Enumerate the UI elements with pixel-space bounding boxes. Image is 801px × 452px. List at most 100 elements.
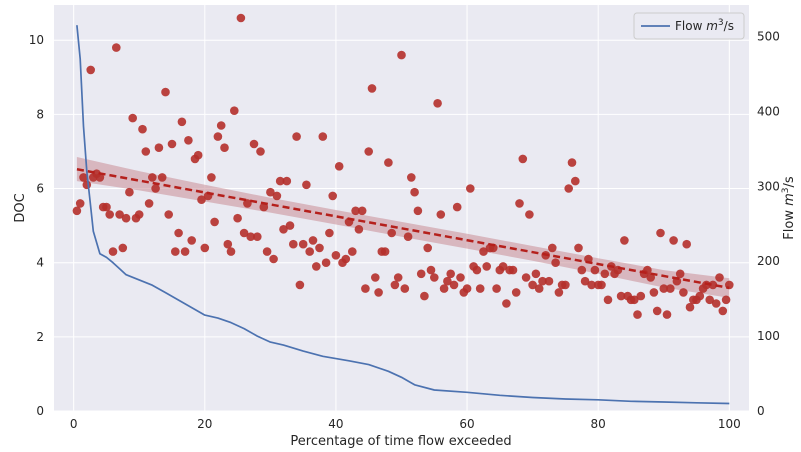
scatter-point [193,150,203,160]
scatter-point [380,247,390,256]
y-left-tick-label: 6 [36,182,44,196]
scatter-point [384,158,393,167]
scatter-point [479,247,488,256]
y-axis-label-right-exp: 3 [781,187,791,193]
scatter-point [164,210,173,219]
scatter-point [272,191,282,201]
y-axis-label-right: Flow m3/s [781,176,797,240]
scatter-point [715,273,724,282]
scatter-point [125,187,134,197]
scatter-point [157,173,167,182]
flow-layer [76,25,730,405]
scatter-point [174,228,183,238]
scatter-point [108,247,118,256]
scatter-point [548,243,557,253]
scatter-point [180,247,190,256]
scatter-point [236,13,246,23]
scatter-point [590,265,600,275]
scatter-point [433,99,442,108]
scatter-point [302,180,311,190]
scatter-point [102,202,111,212]
scatter-point [449,280,459,290]
scatter-point [295,280,305,290]
x-tick-label: 80 [591,417,606,431]
scatter-point [275,176,285,186]
scatter-point [141,147,151,156]
scatter-point [269,254,278,264]
scatter-point [75,199,85,208]
scatter-point [115,210,124,219]
scatter-point [554,288,564,297]
scatter-point [452,202,462,212]
scatter-point [659,284,669,293]
legend-label-prefix: Flow [675,19,706,33]
scatter-point [472,265,482,275]
scatter-point [423,243,433,253]
scatter-point [511,288,521,297]
scatter-point [292,132,301,141]
scatter-point [721,295,731,305]
scatter-point [262,247,272,256]
scatter-point [161,87,170,97]
scatter-point [577,265,587,275]
scatter-point [711,299,721,308]
scatter-point [325,228,334,238]
x-tick-label: 40 [328,417,343,431]
legend-label-suffix: /s [724,19,734,33]
scatter-point [403,232,413,241]
scatter-point [551,258,560,268]
scatter-point [633,310,642,319]
scatter-point [498,262,508,271]
scatter-point [207,173,216,182]
scatter-point [430,273,439,282]
scatter-point [446,269,456,279]
scatter-point [400,284,410,293]
y-axis-label-right-unit: m [782,193,797,206]
scatter-point [525,210,534,219]
scatter-point [646,273,655,282]
plot-background [54,5,749,411]
scatter-point [580,276,590,286]
scatter-point [144,199,154,208]
x-tick-label: 0 [70,417,78,431]
scatter-point [243,199,252,208]
y-right-tick-label: 300 [757,179,780,193]
scatter-point [128,113,137,123]
legend-label-exp: 3 [718,18,724,28]
scatter-point [371,273,380,282]
x-axis-label: Percentage of time flow exceeded [290,434,511,449]
scatter-point [718,306,728,316]
scatter-point [354,225,364,234]
scatter-point [587,280,596,290]
scatter-point [213,132,223,141]
scatter-point [695,291,705,301]
scatter-point [561,280,570,290]
scatter-point [574,243,583,253]
scatter-point [138,124,147,134]
scatter-point [72,206,82,216]
scatter-point [233,213,242,223]
scatter-point [600,269,610,279]
scatter-point [662,310,672,319]
scatter-point [475,284,485,293]
y-left-tick-label: 4 [36,256,44,270]
y-right-tick-label: 400 [757,104,780,118]
scatter-point [246,232,255,241]
scatter-point [393,273,403,282]
scatter-point [669,236,678,245]
x-tick-label: 60 [459,417,474,431]
scatter-point [502,299,511,308]
y-left-tick-label: 0 [36,404,44,418]
scatter-point [289,239,298,249]
scatter-point [348,247,357,256]
scatter-point [298,239,308,249]
trend-line [76,168,730,290]
scatter-point [171,247,180,256]
x-tick-label: 100 [718,417,741,431]
scatter-point [544,276,554,286]
scatter-point [82,180,92,190]
scatter-point [682,239,691,249]
scatter-point [571,176,580,186]
scatter-point [597,280,606,290]
